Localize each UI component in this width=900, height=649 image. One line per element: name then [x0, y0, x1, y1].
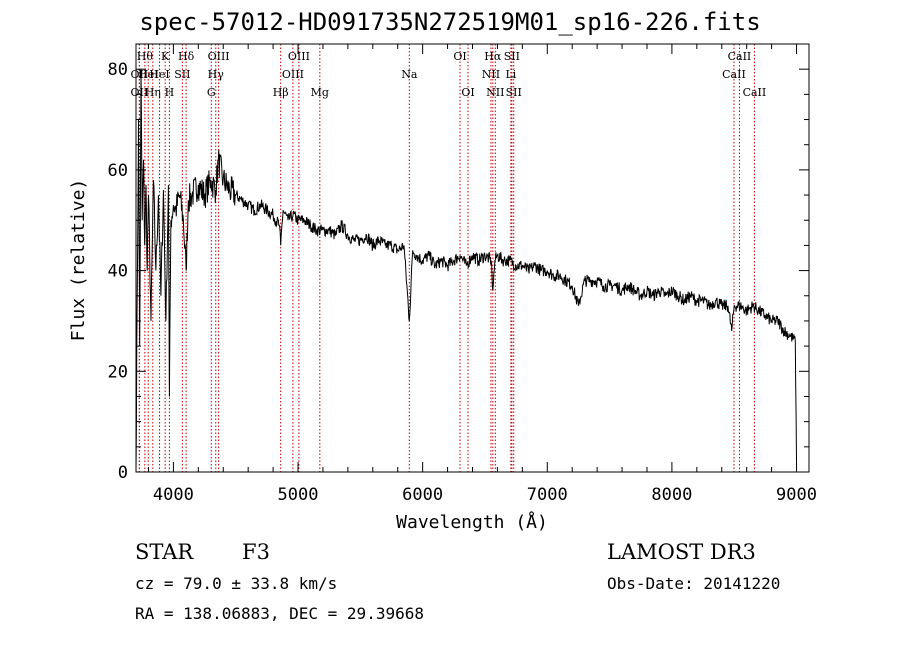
line-label-oii: OII [131, 86, 149, 99]
line-label-hβ: Hβ [273, 86, 289, 99]
line-label-sii: SII [174, 68, 190, 81]
line-label-mg: Mg [311, 86, 329, 99]
spectral-line-markers [138, 44, 755, 472]
line-label-oi: OI [461, 86, 474, 99]
line-label-k: K [161, 50, 170, 63]
x-tick-label-9000: 9000 [776, 485, 817, 505]
y-tick-label-40: 40 [108, 262, 128, 282]
line-label-hδ: Hδ [178, 50, 195, 63]
coordinates: RA = 138.06883, DEC = 29.39668 [135, 604, 424, 623]
line-label-hη: Hη [145, 86, 161, 99]
line-label-caii: CaII [743, 86, 767, 99]
line-label-h: H [165, 86, 175, 99]
line-label-nii: NII [486, 86, 504, 99]
line-label-hei: HeI [149, 68, 169, 81]
y-tick-label-60: 60 [108, 161, 128, 181]
line-label-hθ: Hθ [137, 50, 154, 63]
line-label-oiii: OIII [288, 50, 310, 63]
line-label-g: G [207, 86, 216, 99]
x-axis-label: Wavelength (Å) [396, 511, 548, 533]
x-tick-label-4000: 4000 [153, 485, 194, 505]
line-label-sii: SII [506, 86, 522, 99]
line-label-hα: Hα [484, 50, 502, 63]
line-label-oii: OII [131, 68, 149, 81]
observation-date: Obs-Date: 20141220 [607, 574, 781, 593]
spectral-line-labels: OIIOIIHθHeIHηHeIKHSIIHδGHγOIIIHβOIIIOIII… [131, 50, 767, 99]
survey-name: LAMOST DR3 [607, 540, 756, 564]
plot-axes: 4000 5000 6000 7000 8000 9000 0 20 40 60 80 [108, 43, 817, 505]
line-label-hγ: Hγ [208, 68, 225, 81]
flux-line [135, 69, 797, 473]
x-tick-label-6000: 6000 [402, 485, 443, 505]
line-label-na: Na [401, 68, 418, 81]
x-tick-label-5000: 5000 [278, 485, 319, 505]
line-label-oiii: OIII [208, 50, 230, 63]
y-axis-label: Flux (relative) [68, 179, 89, 342]
line-label-caii: CaII [722, 68, 746, 81]
line-label-hei: HeI [138, 68, 158, 81]
object-type: STAR [135, 540, 194, 564]
line-label-oiii: OIII [282, 68, 304, 81]
chart-title: spec-57012-HD091735N272519M01_sp16-226.f… [139, 8, 761, 36]
flux-series [135, 69, 797, 473]
y-tick-label-80: 80 [108, 60, 128, 80]
y-tick-label-20: 20 [108, 362, 128, 382]
redshift-velocity: cz = 79.0 ± 33.8 km/s [135, 574, 338, 593]
object-subclass: F3 [242, 540, 270, 564]
line-label-oi: OI [453, 50, 466, 63]
x-tick-label-8000: 8000 [651, 485, 692, 505]
line-label-li: Li [505, 68, 516, 81]
y-tick-label-0: 0 [118, 463, 128, 483]
x-tick-label-7000: 7000 [527, 485, 568, 505]
line-label-caii: CaII [728, 50, 752, 63]
line-label-nii: NII [482, 68, 500, 81]
line-label-sii: SII [504, 50, 520, 63]
